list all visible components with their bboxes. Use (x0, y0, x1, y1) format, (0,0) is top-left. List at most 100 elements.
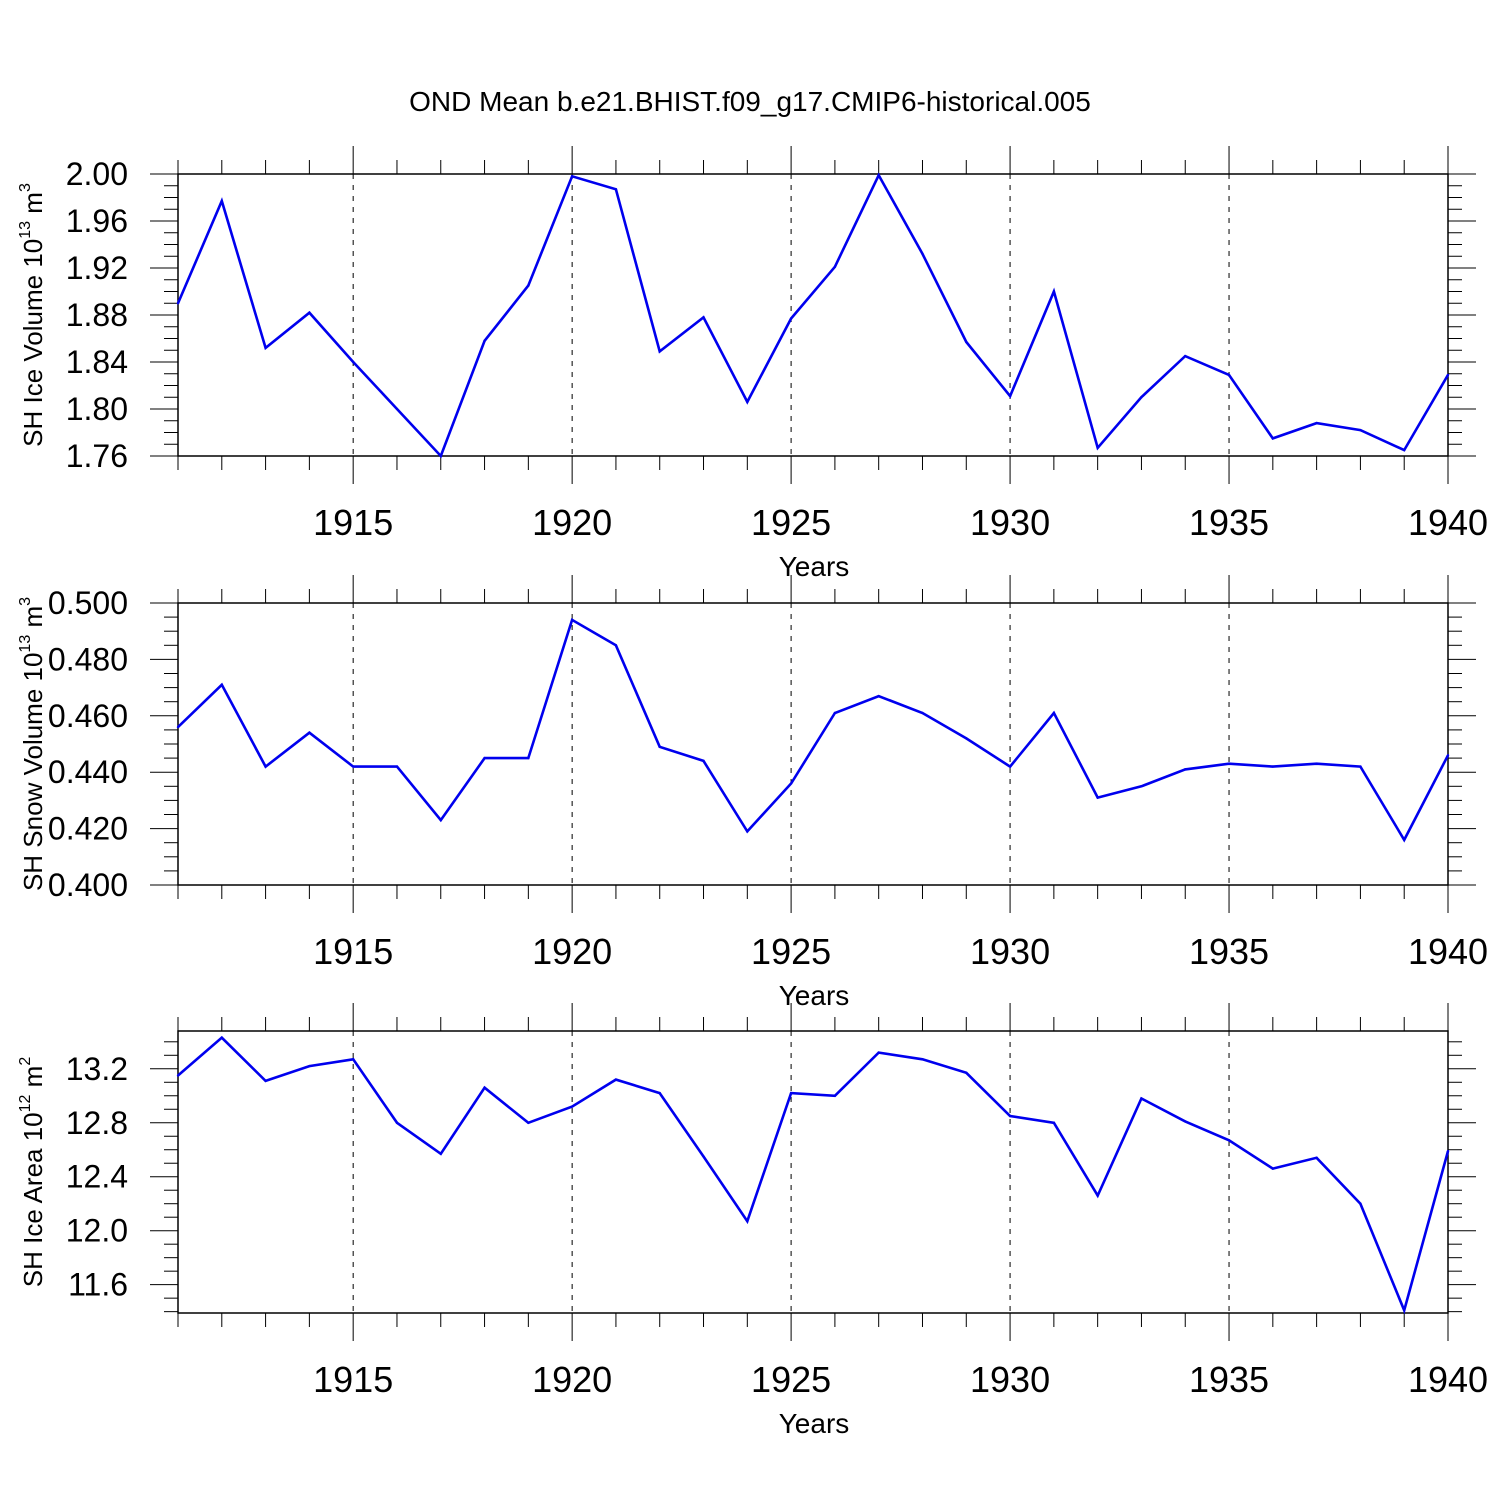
y-axis-title-unit-exponent: 3 (17, 597, 34, 606)
data-point (1052, 1121, 1056, 1124)
series-line (177, 1035, 1450, 1315)
data-point (176, 725, 180, 729)
x-tick-label: 1935 (1189, 502, 1269, 543)
x-tick-label: 1915 (313, 931, 393, 972)
data-point (570, 618, 574, 622)
y-tick-label: 1.88 (66, 297, 128, 333)
x-axis-title: Years (779, 551, 850, 582)
series-line (176, 172, 1450, 459)
data-point (570, 1105, 574, 1108)
data-point (395, 765, 399, 768)
panel-1: 1915 1920 1925 1930 1935 1940 Years 1.76 1.80 1.8… (17, 146, 1488, 582)
y-axis-title-text: SH Ice Volume 10 (18, 239, 48, 447)
data-point (702, 1155, 705, 1158)
data-point (264, 765, 267, 768)
y-tick-label: 0.500 (48, 585, 128, 621)
y-tick-label: 0.480 (48, 641, 128, 677)
data-point (220, 199, 223, 203)
y-tick-label: 11.6 (68, 1267, 128, 1303)
y-tick-label: 1.96 (66, 203, 128, 239)
data-point (1359, 1202, 1362, 1205)
x-tick-label: 1930 (970, 502, 1050, 543)
x-tick-label: 1920 (532, 931, 612, 972)
data-point (1227, 762, 1231, 765)
data-point (1403, 448, 1406, 452)
data-point (1227, 373, 1231, 377)
data-point (614, 644, 618, 647)
data-point (746, 1220, 749, 1223)
data-point (1008, 765, 1012, 768)
data-point (614, 1078, 618, 1081)
data-point (1096, 446, 1099, 449)
figure-title: OND Mean b.e21.BHIST.f09_g17.CMIP6-histo… (409, 86, 1091, 117)
data-point (833, 1094, 837, 1097)
data-point (308, 1064, 311, 1068)
y-tick-label: 1.84 (66, 344, 128, 380)
data-point (1446, 1149, 1450, 1153)
data-point (1315, 762, 1318, 765)
y-tick-label: 1.80 (66, 391, 128, 427)
data-point (614, 188, 618, 191)
data-point (1446, 373, 1450, 377)
x-tick-label: 1925 (751, 502, 831, 543)
x-tick-label: 1915 (313, 1359, 393, 1400)
y-axis-title-unit: m (18, 606, 48, 635)
data-point (1052, 711, 1056, 715)
data-point (439, 818, 442, 822)
data-point (1184, 768, 1187, 771)
data-point (1008, 394, 1012, 398)
data-point (308, 311, 311, 314)
y-axis-title-unit-exponent: 3 (17, 183, 34, 192)
x-tick-label: 1920 (532, 502, 612, 543)
data-point (1271, 437, 1275, 440)
data-point (264, 1079, 267, 1083)
data-point (395, 407, 399, 411)
y-axis-title-exponent: 12 (17, 1094, 34, 1112)
data-point (1271, 765, 1275, 768)
data-point (1315, 1156, 1318, 1160)
y-axis-title-exponent: 13 (17, 221, 34, 239)
y-axis-title-exponent: 13 (17, 635, 34, 653)
x-tick-label: 1915 (313, 502, 393, 543)
data-point (877, 694, 880, 698)
data-point (527, 756, 530, 760)
data-point (483, 1086, 486, 1089)
data-point (1140, 1097, 1143, 1100)
data-point (789, 782, 793, 785)
plot-frame (177, 602, 1449, 886)
data-point (921, 711, 924, 715)
x-tick-label: 1935 (1189, 931, 1269, 972)
y-tick-label: 1.92 (66, 250, 128, 286)
data-point (746, 400, 749, 404)
panel-3: 1915 1920 1925 1930 1935 1940 Years 11.6 12.0 12.… (17, 1003, 1488, 1439)
data-point (658, 1091, 661, 1095)
data-point (833, 265, 837, 269)
y-axis-title-text: SH Ice Area 10 (18, 1112, 48, 1287)
data-point (176, 1074, 180, 1077)
x-tick-label: 1925 (751, 931, 831, 972)
x-tick-label: 1920 (532, 1359, 612, 1400)
data-point (1140, 785, 1143, 788)
data-point (483, 756, 486, 760)
y-axis-title: SH Ice Area 1012 m2 (17, 1057, 48, 1288)
y-tick-label: 0.440 (48, 754, 128, 790)
data-point (921, 1058, 924, 1061)
x-axis-title: Years (779, 1408, 850, 1439)
data-point (527, 284, 530, 287)
data-point (658, 745, 661, 749)
data-point (877, 173, 880, 177)
data-point (1184, 354, 1187, 358)
data-point (527, 1121, 530, 1124)
data-point (395, 1121, 399, 1124)
data-point (1184, 1120, 1187, 1123)
data-point (1008, 1114, 1012, 1118)
y-tick-label: 0.420 (48, 811, 128, 847)
data-point (658, 350, 661, 353)
data-point (1359, 428, 1362, 432)
data-point (1052, 290, 1056, 293)
y-tick-label: 2.00 (66, 156, 128, 192)
x-tick-label: 1930 (970, 1359, 1050, 1400)
panel-2: 1915 1920 1925 1930 1935 1940 Years 0.400 0.420 0… (17, 575, 1488, 1011)
plot-frame (177, 173, 1449, 457)
